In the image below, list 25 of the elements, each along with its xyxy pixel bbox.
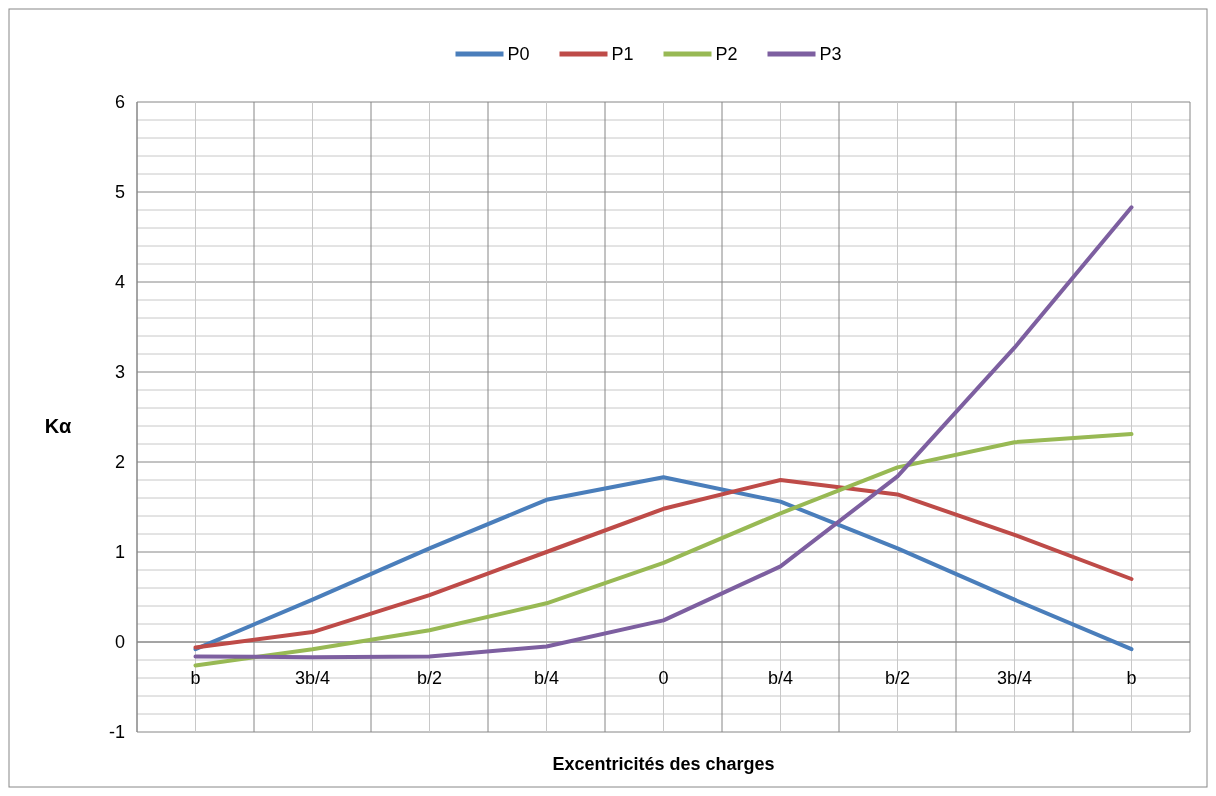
x-tick-label: b/2 [884, 668, 911, 688]
x-tick-label: b [190, 668, 201, 688]
x-tick-label: 3b/4 [294, 668, 331, 688]
y-tick-label: 1 [114, 542, 125, 563]
y-tick-label: 5 [114, 182, 125, 203]
y-tick-label: 4 [114, 272, 125, 293]
x-tick-label: 3b/4 [996, 668, 1033, 688]
y-tick-label: 2 [114, 452, 125, 473]
x-tick-label: 0 [658, 668, 669, 688]
y-tick-label: 6 [114, 92, 125, 113]
line-series [193, 205, 1134, 660]
legend-label: P3 [819, 44, 842, 65]
legend-label: P2 [715, 44, 738, 65]
x-tick-label: b/4 [767, 668, 794, 688]
x-axis-title: Excentricités des charges [552, 754, 775, 774]
y-tick-label: -1 [108, 722, 125, 743]
y-tick-label: 0 [114, 632, 125, 653]
legend-label: P0 [507, 44, 530, 65]
y-axis-title: Kα [44, 415, 73, 437]
x-tick-label: b/4 [533, 668, 560, 688]
x-tick-label: b [1126, 668, 1137, 688]
legend-label: P1 [611, 44, 634, 65]
y-tick-label: 3 [114, 362, 125, 383]
x-tick-label: b/2 [416, 668, 443, 688]
line-series [193, 432, 1134, 668]
